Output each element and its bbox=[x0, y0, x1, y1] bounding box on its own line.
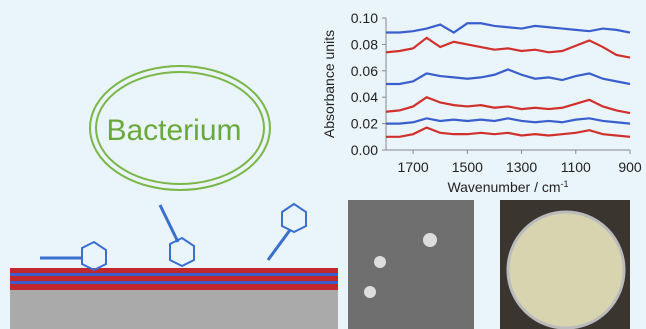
y-tick-label: 0.00 bbox=[351, 142, 378, 158]
micrograph-spot bbox=[374, 256, 386, 268]
x-tick-label: 1500 bbox=[452, 159, 483, 175]
micrograph bbox=[348, 200, 474, 329]
x-tick-label: 1700 bbox=[398, 159, 429, 175]
bacterium-label: Bacterium bbox=[106, 114, 241, 147]
graphic: Bacterium Absorbance units Wavenumber / … bbox=[0, 0, 646, 329]
x-axis-label-sup: -1 bbox=[561, 179, 569, 189]
y-tick-label: 0.02 bbox=[351, 116, 378, 132]
y-axis-label: Absorbance units bbox=[321, 30, 337, 138]
y-tick-label: 0.06 bbox=[351, 63, 378, 79]
y-tick-label: 0.04 bbox=[351, 89, 378, 105]
surface bbox=[10, 268, 338, 329]
y-tick-label: 0.10 bbox=[351, 10, 378, 26]
micrograph-spot bbox=[423, 233, 437, 247]
x-tick-label: 1100 bbox=[561, 159, 591, 175]
x-axis-label-text: Wavenumber / cm bbox=[447, 179, 560, 195]
x-tick-label: 900 bbox=[618, 159, 642, 175]
x-tick-label: 1300 bbox=[506, 159, 537, 175]
y-tick-label: 0.08 bbox=[351, 36, 378, 52]
x-axis-label: Wavenumber / cm-1 bbox=[447, 179, 568, 195]
micrograph-spot bbox=[364, 286, 376, 298]
petri-dish bbox=[508, 212, 624, 328]
